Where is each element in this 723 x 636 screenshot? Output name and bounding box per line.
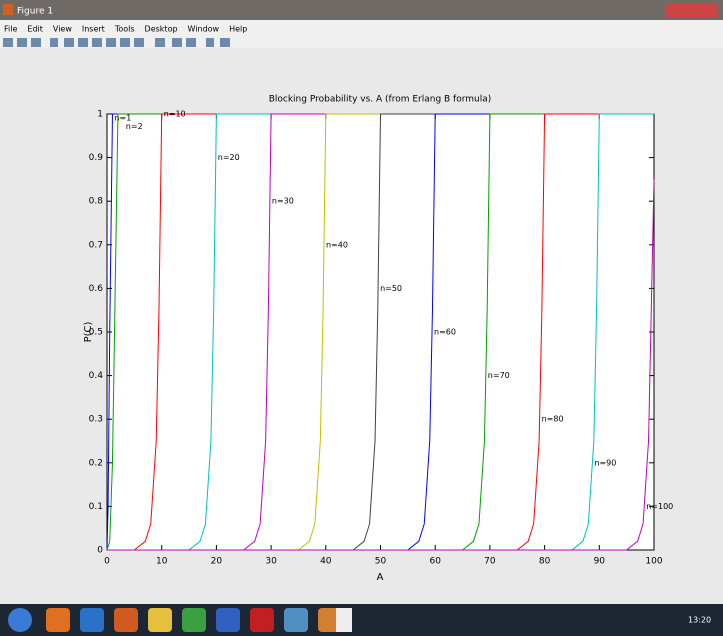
menu-item[interactable]: Insert bbox=[82, 25, 105, 34]
series-label: n=100 bbox=[646, 502, 673, 511]
y-tick-label: 0.8 bbox=[89, 197, 104, 207]
tool-icon[interactable] bbox=[17, 38, 27, 47]
window-controls[interactable] bbox=[665, 3, 717, 17]
taskbar-app[interactable] bbox=[182, 608, 206, 632]
x-tick-label: 50 bbox=[375, 557, 387, 567]
tool-icon[interactable] bbox=[64, 38, 74, 47]
menu-item[interactable]: Desktop bbox=[145, 25, 178, 34]
tool-icon[interactable] bbox=[106, 38, 116, 47]
series-label: n=80 bbox=[542, 415, 564, 424]
x-tick-label: 60 bbox=[429, 557, 441, 567]
screenshot: Figure 1 File Edit View Insert Tools Desktop W… bbox=[0, 0, 723, 636]
x-tick-label: 40 bbox=[320, 557, 332, 567]
tool-icon[interactable] bbox=[50, 38, 58, 47]
screen: Figure 1 File Edit View Insert Tools Desktop W… bbox=[0, 0, 723, 636]
y-tick-label: 0.1 bbox=[89, 502, 103, 512]
tool-icon[interactable] bbox=[3, 38, 13, 47]
y-tick-label: 0.3 bbox=[89, 415, 103, 425]
taskbar-app[interactable] bbox=[114, 608, 138, 632]
x-tick-label: 0 bbox=[104, 557, 110, 567]
menu-item[interactable]: File bbox=[4, 25, 17, 34]
window-icon bbox=[3, 4, 13, 15]
x-axis-label: A bbox=[377, 572, 384, 583]
chart-title: Blocking Probability vs. A (from Erlang … bbox=[269, 95, 492, 105]
x-tick-label: 20 bbox=[211, 557, 223, 567]
series-label: n=70 bbox=[488, 371, 510, 380]
x-tick-label: 70 bbox=[484, 557, 496, 567]
taskbar-app[interactable] bbox=[250, 608, 274, 632]
tool-icon[interactable] bbox=[134, 38, 144, 47]
y-tick-label: 0 bbox=[97, 546, 103, 556]
taskbar-app[interactable] bbox=[284, 608, 308, 632]
y-tick-label: 0.4 bbox=[89, 371, 104, 381]
taskbar-app[interactable] bbox=[80, 608, 104, 632]
menu-item[interactable]: Edit bbox=[27, 25, 43, 34]
start-button[interactable] bbox=[8, 608, 32, 632]
tool-icon[interactable] bbox=[78, 38, 88, 47]
taskbar bbox=[0, 604, 723, 636]
series-label: n=2 bbox=[126, 122, 143, 131]
series-label: n=40 bbox=[326, 240, 348, 249]
x-tick-label: 90 bbox=[594, 557, 606, 567]
series-label: n=50 bbox=[380, 284, 402, 293]
y-tick-label: 0.2 bbox=[89, 458, 103, 468]
series-label: n=60 bbox=[434, 328, 456, 337]
menu-bar: File Edit View Insert Tools Desktop Window Help bbox=[4, 25, 247, 34]
y-tick-label: 0.7 bbox=[89, 240, 103, 250]
x-tick-label: 80 bbox=[539, 557, 551, 567]
clock: 13:20 bbox=[688, 616, 711, 625]
axes bbox=[107, 114, 654, 550]
tool-icon[interactable] bbox=[92, 38, 102, 47]
title-bar bbox=[0, 0, 723, 20]
tool-icon[interactable] bbox=[31, 38, 41, 47]
series-label: n=20 bbox=[218, 153, 240, 162]
tool-icon[interactable] bbox=[172, 38, 182, 47]
taskbar-app[interactable] bbox=[216, 608, 240, 632]
tool-icon[interactable] bbox=[120, 38, 130, 47]
series-label: n=90 bbox=[594, 458, 616, 467]
x-tick-label: 30 bbox=[265, 557, 277, 567]
taskbar-app[interactable] bbox=[148, 608, 172, 632]
menu-item[interactable]: Window bbox=[188, 25, 220, 34]
taskbar-app[interactable] bbox=[336, 608, 352, 632]
window-title: Figure 1 bbox=[17, 7, 53, 17]
y-tick-label: 0.6 bbox=[89, 284, 104, 294]
x-tick-label: 10 bbox=[156, 557, 168, 567]
tool-icon[interactable] bbox=[155, 38, 165, 47]
y-tick-label: 0.9 bbox=[89, 153, 104, 163]
tool-icon[interactable] bbox=[186, 38, 196, 47]
tool-icon[interactable] bbox=[206, 38, 214, 47]
taskbar-app[interactable] bbox=[46, 608, 70, 632]
menu-item[interactable]: Help bbox=[229, 25, 247, 34]
menu-item[interactable]: View bbox=[53, 25, 72, 34]
series-label: n=10 bbox=[164, 110, 186, 119]
x-tick-label: 100 bbox=[645, 557, 662, 567]
series-label: n=1 bbox=[114, 114, 131, 123]
y-tick-label: 1 bbox=[97, 110, 103, 120]
menu-item[interactable]: Tools bbox=[114, 25, 135, 34]
series-label: n=30 bbox=[272, 197, 294, 206]
y-tick-label: 0.5 bbox=[89, 328, 103, 338]
tool-icon[interactable] bbox=[220, 38, 230, 47]
